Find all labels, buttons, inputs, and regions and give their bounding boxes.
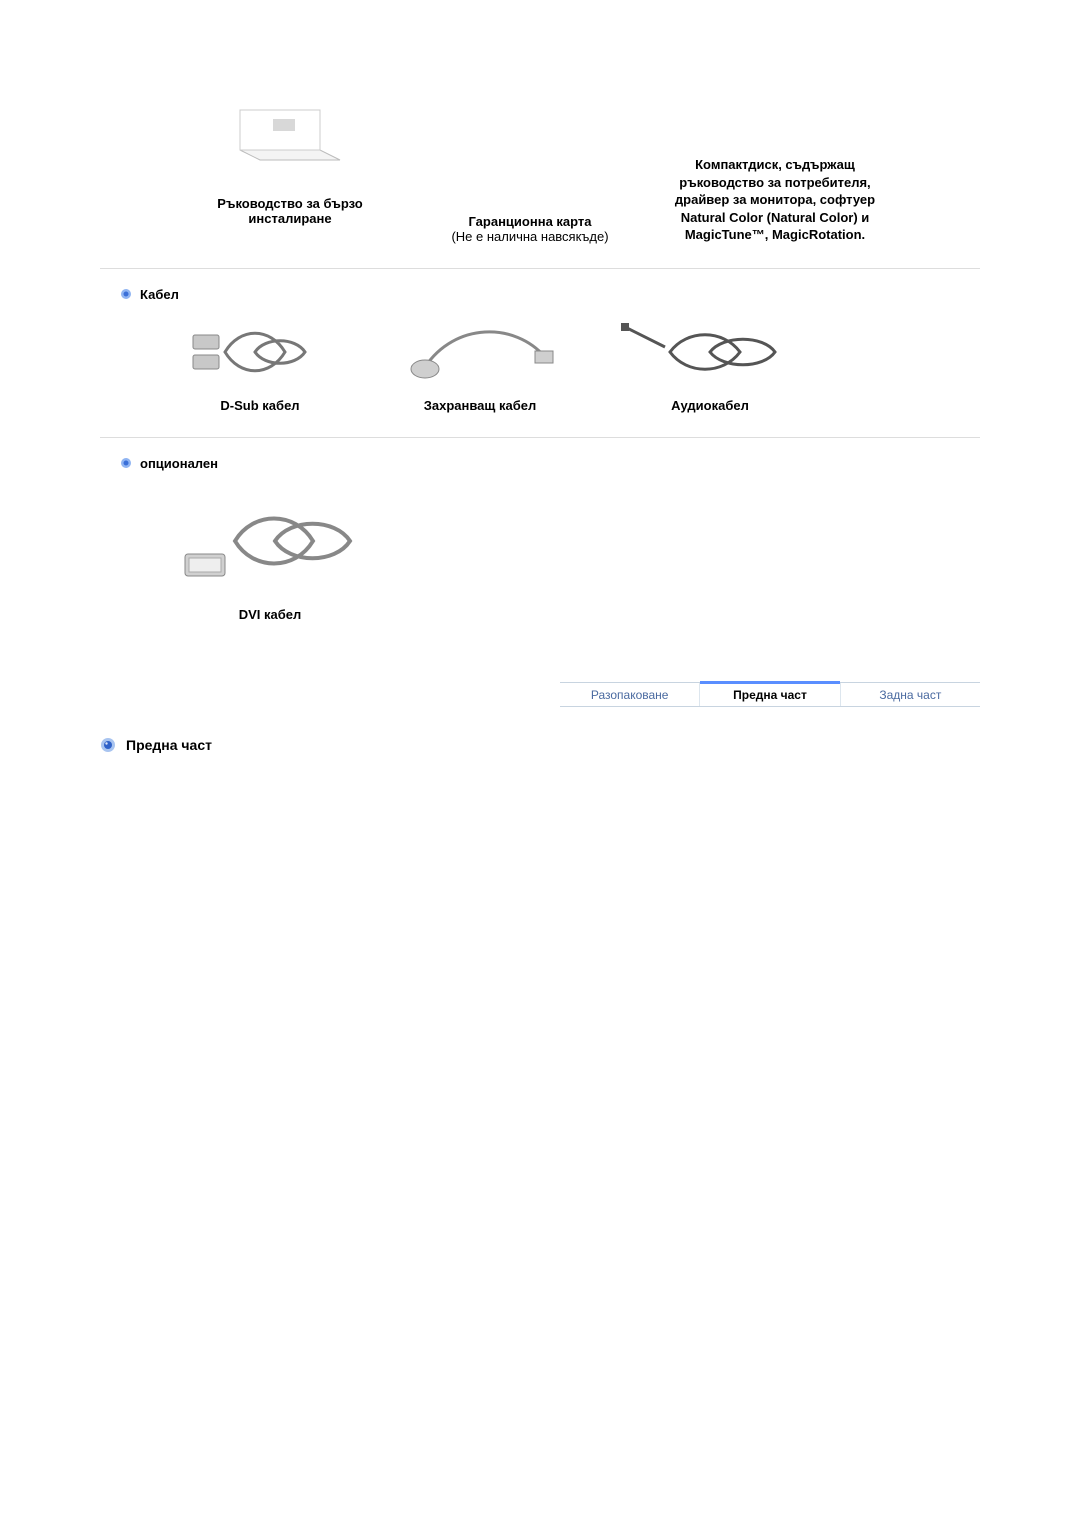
section-header-optional: опционален xyxy=(120,456,980,471)
separator xyxy=(100,437,980,438)
bullet-icon xyxy=(120,288,132,300)
manual-row: Ръководство за бързо инсталиране Гаранци… xyxy=(180,80,940,244)
cable-item-power: Захранващ кабел xyxy=(380,312,580,413)
manual-item-warranty: Гаранционна карта (Не е налична навсякъд… xyxy=(420,80,640,244)
separator xyxy=(100,268,980,269)
quick-guide-image xyxy=(180,80,400,190)
dvi-label: DVI кабел xyxy=(160,607,380,622)
optional-item-dvi: DVI кабел xyxy=(160,481,380,622)
section-header-cable: Кабел xyxy=(120,287,980,302)
tabbar-inner: Разопаковане Предна част Задна част xyxy=(560,682,980,707)
optional-row: DVI кабел xyxy=(160,481,980,622)
tab-unpacking[interactable]: Разопаковане xyxy=(560,683,699,706)
cable-row: D-Sub кабел Захранващ кабел Аудиокаб xyxy=(160,312,940,413)
front-section-header: Предна част xyxy=(100,737,980,753)
warranty-label: Гаранционна карта xyxy=(420,214,640,229)
tab-front[interactable]: Предна част xyxy=(699,683,839,706)
dsub-cable-image xyxy=(160,312,360,392)
quickguide-label: Ръководство за бързо инсталиране xyxy=(180,196,400,226)
cable-item-dsub: D-Sub кабел xyxy=(160,312,360,413)
power-label: Захранващ кабел xyxy=(380,398,580,413)
tabbar: Разопаковане Предна част Задна част xyxy=(100,682,980,707)
manual-item-quickguide: Ръководство за бързо инсталиране xyxy=(180,80,400,244)
tab-rear[interactable]: Задна част xyxy=(840,683,980,706)
audio-cable-image xyxy=(600,312,820,392)
manual-item-cd: Компактдиск, съдържащ ръководство за пот… xyxy=(660,80,890,244)
bullet-big-icon xyxy=(100,737,116,753)
bullet-icon xyxy=(120,457,132,469)
dsub-label: D-Sub кабел xyxy=(160,398,360,413)
power-cable-image xyxy=(380,312,580,392)
front-section-title: Предна част xyxy=(126,737,212,753)
cable-item-audio: Аудиокабел xyxy=(600,312,820,413)
section-optional-title: опционален xyxy=(140,456,218,471)
dvi-cable-image xyxy=(160,481,380,601)
warranty-sub: (Не е налична навсякъде) xyxy=(420,229,640,244)
page: Ръководство за бързо инсталиране Гаранци… xyxy=(0,0,1080,793)
cd-label: Компактдиск, съдържащ ръководство за пот… xyxy=(660,156,890,244)
section-cable-title: Кабел xyxy=(140,287,179,302)
audio-label: Аудиокабел xyxy=(600,398,820,413)
